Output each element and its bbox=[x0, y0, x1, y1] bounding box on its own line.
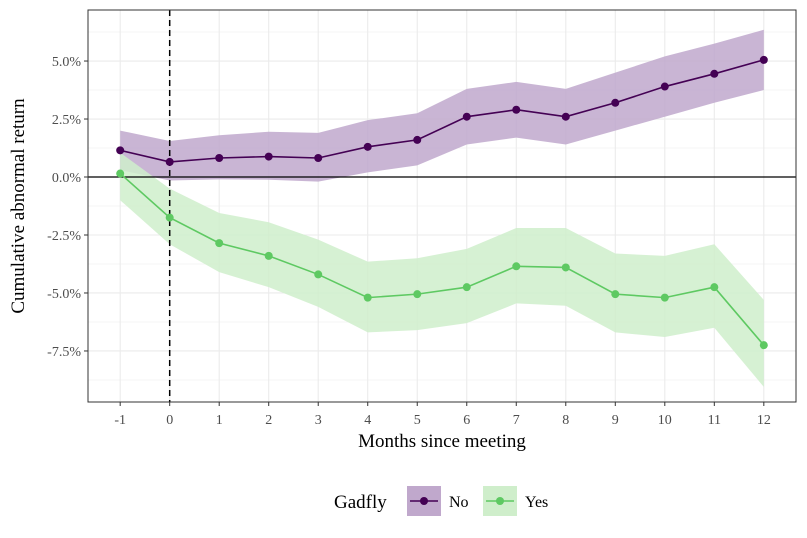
confidence-bands bbox=[120, 29, 764, 387]
data-point-yes bbox=[413, 290, 422, 299]
y-tick-label: -7.5% bbox=[47, 345, 81, 360]
y-tick-label: 0.0% bbox=[52, 171, 82, 186]
series-lines bbox=[119, 59, 765, 346]
series-points bbox=[116, 55, 768, 350]
x-tick-label: 5 bbox=[414, 413, 421, 428]
data-point-yes bbox=[165, 213, 174, 222]
legend-key-point-no bbox=[420, 497, 428, 505]
x-axis: -1 0 1 2 3 4 5 6 7 8 9 10 11 12 bbox=[114, 402, 771, 428]
legend-keys bbox=[407, 486, 517, 516]
x-tick-label: 11 bbox=[708, 413, 721, 428]
data-point-no bbox=[215, 153, 224, 162]
x-tick-label: 4 bbox=[364, 413, 371, 428]
legend-label-yes: Yes bbox=[525, 494, 548, 511]
x-tick-label: 3 bbox=[315, 413, 322, 428]
x-tick-label: 6 bbox=[463, 413, 470, 428]
data-point-no bbox=[314, 153, 323, 162]
x-tick-label: 0 bbox=[166, 413, 173, 428]
data-point-no bbox=[116, 146, 125, 155]
x-tick-label: 2 bbox=[265, 413, 272, 428]
confidence-band-yes bbox=[120, 152, 764, 387]
data-point-yes bbox=[611, 290, 620, 299]
data-point-yes bbox=[116, 169, 125, 178]
data-point-yes bbox=[462, 283, 471, 292]
data-point-no bbox=[165, 157, 174, 166]
data-point-no bbox=[561, 112, 570, 121]
y-tick-label: 2.5% bbox=[52, 113, 82, 128]
data-point-no bbox=[710, 69, 719, 78]
data-point-yes bbox=[363, 293, 372, 302]
data-point-yes bbox=[215, 239, 224, 248]
plot-border bbox=[87, 9, 797, 403]
reference-lines bbox=[88, 10, 796, 402]
legend-label-no: No bbox=[449, 494, 469, 511]
data-point-yes bbox=[710, 283, 719, 292]
data-point-no bbox=[413, 135, 422, 144]
series-line-no bbox=[119, 59, 765, 163]
y-axis: 5.0% 2.5% 0.0% -2.5% -5.0% -7.5% bbox=[47, 55, 88, 360]
x-axis-title: Months since meeting bbox=[358, 431, 526, 452]
data-point-no bbox=[660, 82, 669, 91]
data-point-yes bbox=[561, 263, 570, 272]
y-tick-label: -5.0% bbox=[47, 287, 81, 302]
x-tick-label: 1 bbox=[216, 413, 223, 428]
data-point-yes bbox=[512, 262, 521, 271]
data-point-no bbox=[611, 98, 620, 107]
x-tick-label: 8 bbox=[562, 413, 569, 428]
data-point-yes bbox=[314, 270, 323, 279]
legend-key-point-yes bbox=[496, 497, 504, 505]
data-point-no bbox=[462, 112, 471, 121]
data-point-no bbox=[512, 105, 521, 114]
series-line-yes bbox=[119, 172, 765, 346]
x-tick-label: -1 bbox=[114, 413, 126, 428]
x-tick-label: 12 bbox=[757, 413, 771, 428]
confidence-band-no bbox=[120, 29, 764, 182]
y-tick-label: 5.0% bbox=[52, 55, 82, 70]
data-point-no bbox=[363, 142, 372, 151]
data-point-yes bbox=[759, 341, 768, 350]
data-point-no bbox=[264, 152, 273, 161]
legend: Gadfly No Yes bbox=[334, 486, 548, 516]
data-point-no bbox=[759, 55, 768, 64]
x-tick-label: 10 bbox=[658, 413, 672, 428]
y-tick-label: -2.5% bbox=[47, 229, 81, 244]
data-point-yes bbox=[264, 251, 273, 260]
x-tick-label: 9 bbox=[612, 413, 619, 428]
x-tick-label: 7 bbox=[513, 413, 520, 428]
data-point-yes bbox=[660, 293, 669, 302]
legend-title: Gadfly bbox=[334, 492, 387, 513]
y-axis-title: Cumulative abnormal return bbox=[8, 98, 29, 314]
